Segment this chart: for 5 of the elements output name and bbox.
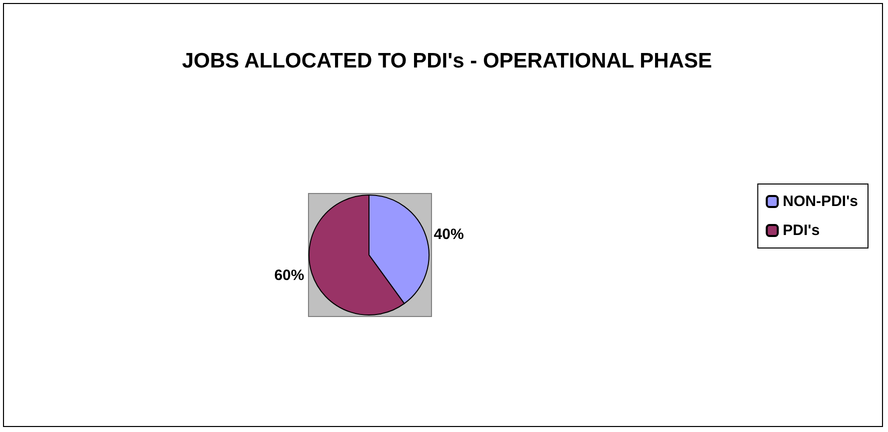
data-label: 40%: [434, 226, 464, 244]
chart-title: JOBS ALLOCATED TO PDI's - OPERATIONAL PHASE: [182, 50, 712, 72]
legend-label: NON-PDI's: [782, 193, 858, 210]
legend-label: PDI's: [782, 222, 820, 239]
data-label: 60%: [274, 266, 304, 284]
